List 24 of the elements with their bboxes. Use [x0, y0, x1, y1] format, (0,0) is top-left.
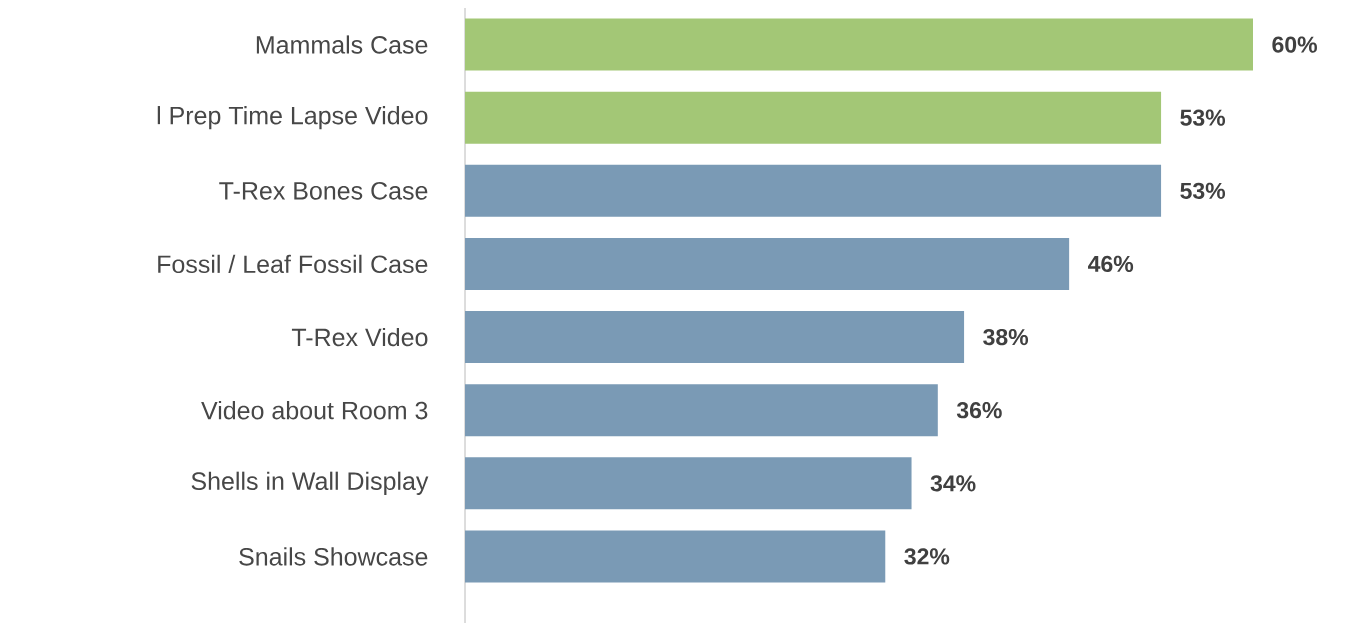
bar	[465, 530, 886, 583]
bar	[465, 384, 938, 437]
y-tick-label: T-Rex Bones Case	[219, 181, 428, 200]
y-tick-label: Snails Showcase	[239, 547, 428, 566]
y-tick-label: Fossil / Leaf Fossil Case	[158, 254, 428, 274]
data-label: 46%	[1088, 255, 1134, 273]
y-tick-label: l Prep Time Lapse Video	[157, 106, 428, 130]
bar	[465, 311, 965, 364]
y-tick-label: T-Rex Video	[291, 327, 428, 347]
data-label: 38%	[983, 328, 1029, 346]
bar	[465, 18, 1253, 71]
data-label: 53%	[1180, 109, 1226, 126]
data-label: 53%	[1180, 182, 1226, 199]
bar	[465, 457, 912, 510]
data-label: 36%	[956, 402, 1002, 419]
data-label: 34%	[930, 475, 976, 492]
y-tick-label: Shells in Wall Display	[191, 471, 429, 495]
y-tick-label: Mammals Case	[256, 35, 428, 54]
y-tick-label: Video about Room 3	[201, 401, 428, 420]
bar	[465, 91, 1162, 144]
data-label: 32%	[904, 548, 950, 565]
bar	[465, 237, 1070, 290]
bar	[465, 164, 1162, 217]
data-label: 60%	[1272, 36, 1317, 53]
